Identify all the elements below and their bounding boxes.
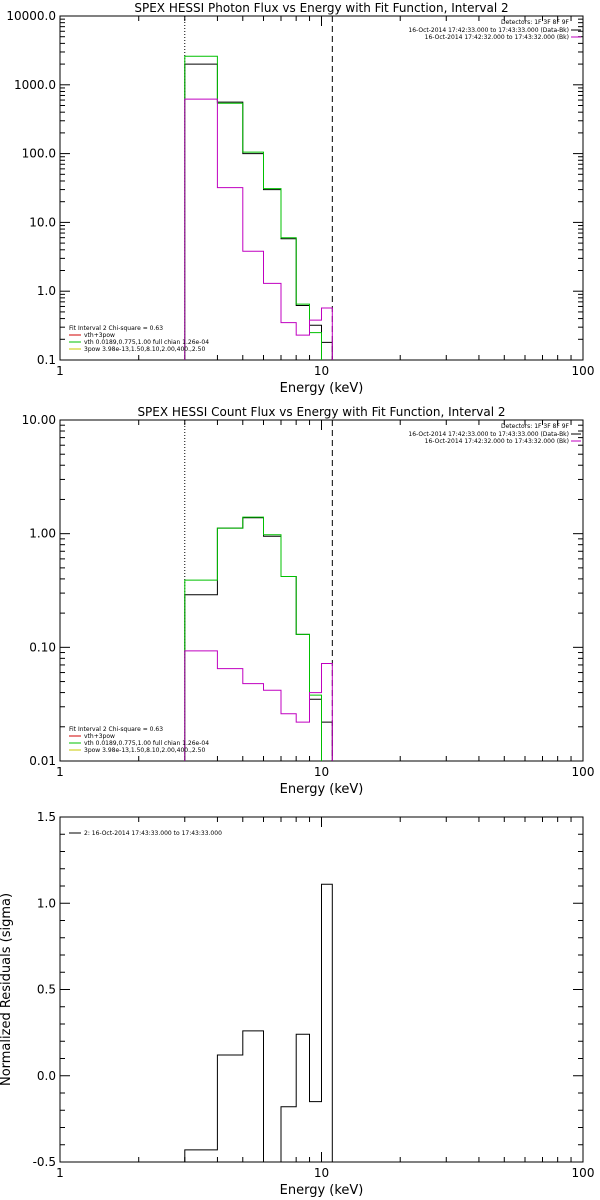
series-2 (184, 516, 322, 761)
y-tick-label: 100.0 (22, 147, 56, 161)
series-line (184, 98, 333, 360)
data-area (184, 883, 333, 1162)
series-line (184, 517, 333, 761)
legend-entry-label: vth 0.0189,0.775,1.00 full chian 1.26e-0… (84, 740, 209, 747)
y-tick-label: 10000.0 (6, 9, 56, 23)
legend-left: Fit Interval 2 Chi-square = 0.63vth+3pow… (69, 325, 209, 353)
x-axis: 1 10 100 Energy (keV) (56, 817, 594, 1198)
series-line (184, 650, 333, 761)
legend-entry-label: vth 0.0189,0.775,1.00 full chian 1.26e-0… (84, 339, 209, 346)
legend-entry-label: 16-Oct-2014 17:42:32.000 to 17:43:32.000… (425, 34, 569, 41)
y-tick-label: 10.0 (29, 215, 56, 229)
y-tick-label: 1000.0 (14, 78, 56, 92)
y-axis: 0.01 0.10 1.00 10.00 (22, 413, 583, 768)
series-line (184, 883, 333, 1162)
legend-entry-label: 16-Oct-2014 17:42:32.000 to 17:43:32.000… (425, 438, 569, 445)
x-tick-label: 10 (314, 1166, 329, 1180)
series-line (184, 516, 322, 761)
y-tick-label: -0.5 (33, 1155, 56, 1169)
x-axis-label: Energy (keV) (280, 381, 364, 396)
legend-header: Detectors: 1F 3F 8F 9F (501, 423, 570, 430)
y-tick-label: 0.0 (37, 1069, 56, 1083)
x-tick-label: 100 (572, 364, 595, 378)
x-axis: 1 10 100 Energy (keV) (56, 16, 594, 396)
legend-header: Detectors: 1F 3F 8F 9F (501, 19, 570, 26)
legend-left: Fit Interval 2 Chi-square = 0.63vth+3pow… (69, 726, 209, 754)
y-tick-label: 0.01 (29, 754, 56, 768)
chart-title: SPEX HESSI Photon Flux vs Energy with Fi… (134, 1, 508, 15)
x-axis: 1 10 100 Energy (keV) (56, 420, 594, 797)
data-area (184, 55, 333, 360)
y-tick-label: 0.10 (29, 640, 56, 654)
x-tick-label: 1 (56, 765, 64, 779)
y-axis-label: Normalized Residuals (sigma) (0, 893, 14, 1086)
legend-entry-label: 2: 16-Oct-2014 17:43:33.000 to 17:43:33.… (84, 830, 222, 837)
chart-3: 1 10 100 Energy (keV) -0.5 0.0 0.5 1.0 1.5 Normal… (0, 810, 594, 1198)
x-tick-label: 1 (56, 1166, 64, 1180)
y-tick-label: 1.5 (37, 810, 56, 824)
y-tick-label: 10.00 (22, 413, 56, 427)
legend-entry-label: 16-Oct-2014 17:42:33.000 to 17:43:33.000… (408, 27, 569, 34)
y-axis: -0.5 0.0 0.5 1.0 1.5 Normalized Residuals (si… (0, 810, 583, 1169)
chart-1: SPEX HESSI Photon Flux vs Energy with Fi… (6, 1, 594, 396)
series-2 (184, 55, 322, 360)
legend-header: Fit Interval 2 Chi-square = 0.63 (69, 726, 163, 733)
chart-title: SPEX HESSI Count Flux vs Energy with Fit… (137, 405, 505, 419)
legend-entry-label: 3pow 3.98e-13,1.50,8.10,2.00,400.,2.50 (84, 346, 205, 353)
data-area (184, 516, 333, 761)
x-tick-label: 10 (314, 765, 329, 779)
series-3 (184, 650, 333, 761)
x-tick-label: 1 (56, 364, 64, 378)
series-3 (184, 98, 333, 360)
x-tick-label: 10 (314, 364, 329, 378)
y-tick-label: 1.0 (37, 896, 56, 910)
legend-entry-label: vth+3pow (84, 332, 115, 339)
x-axis-label: Energy (keV) (280, 1183, 364, 1198)
y-tick-label: 0.1 (37, 353, 56, 367)
series-1 (184, 63, 333, 360)
legend-entry-label: 16-Oct-2014 17:42:33.000 to 17:43:33.000… (408, 431, 569, 438)
y-tick-label: 1.00 (29, 527, 56, 541)
legend-header: Fit Interval 2 Chi-square = 0.63 (69, 325, 163, 332)
legend-entry-label: vth+3pow (84, 733, 115, 740)
x-tick-label: 100 (572, 1166, 595, 1180)
chart-2: SPEX HESSI Count Flux vs Energy with Fit… (22, 405, 595, 797)
series-1 (184, 517, 333, 761)
x-axis-label: Energy (keV) (280, 782, 364, 797)
y-axis: 0.1 1.0 10.0 100.0 1000.0 10000.0 (6, 9, 583, 367)
legend-entry-label: 3pow 3.98e-13,1.50,8.10,2.00,400.,2.50 (84, 747, 205, 754)
series-line (184, 55, 322, 360)
series-line (184, 63, 333, 360)
series-1 (184, 883, 333, 1162)
y-tick-label: 0.5 (37, 983, 56, 997)
legend: 2: 16-Oct-2014 17:43:33.000 to 17:43:33.… (69, 830, 222, 837)
y-tick-label: 1.0 (37, 284, 56, 298)
x-tick-label: 100 (572, 765, 595, 779)
